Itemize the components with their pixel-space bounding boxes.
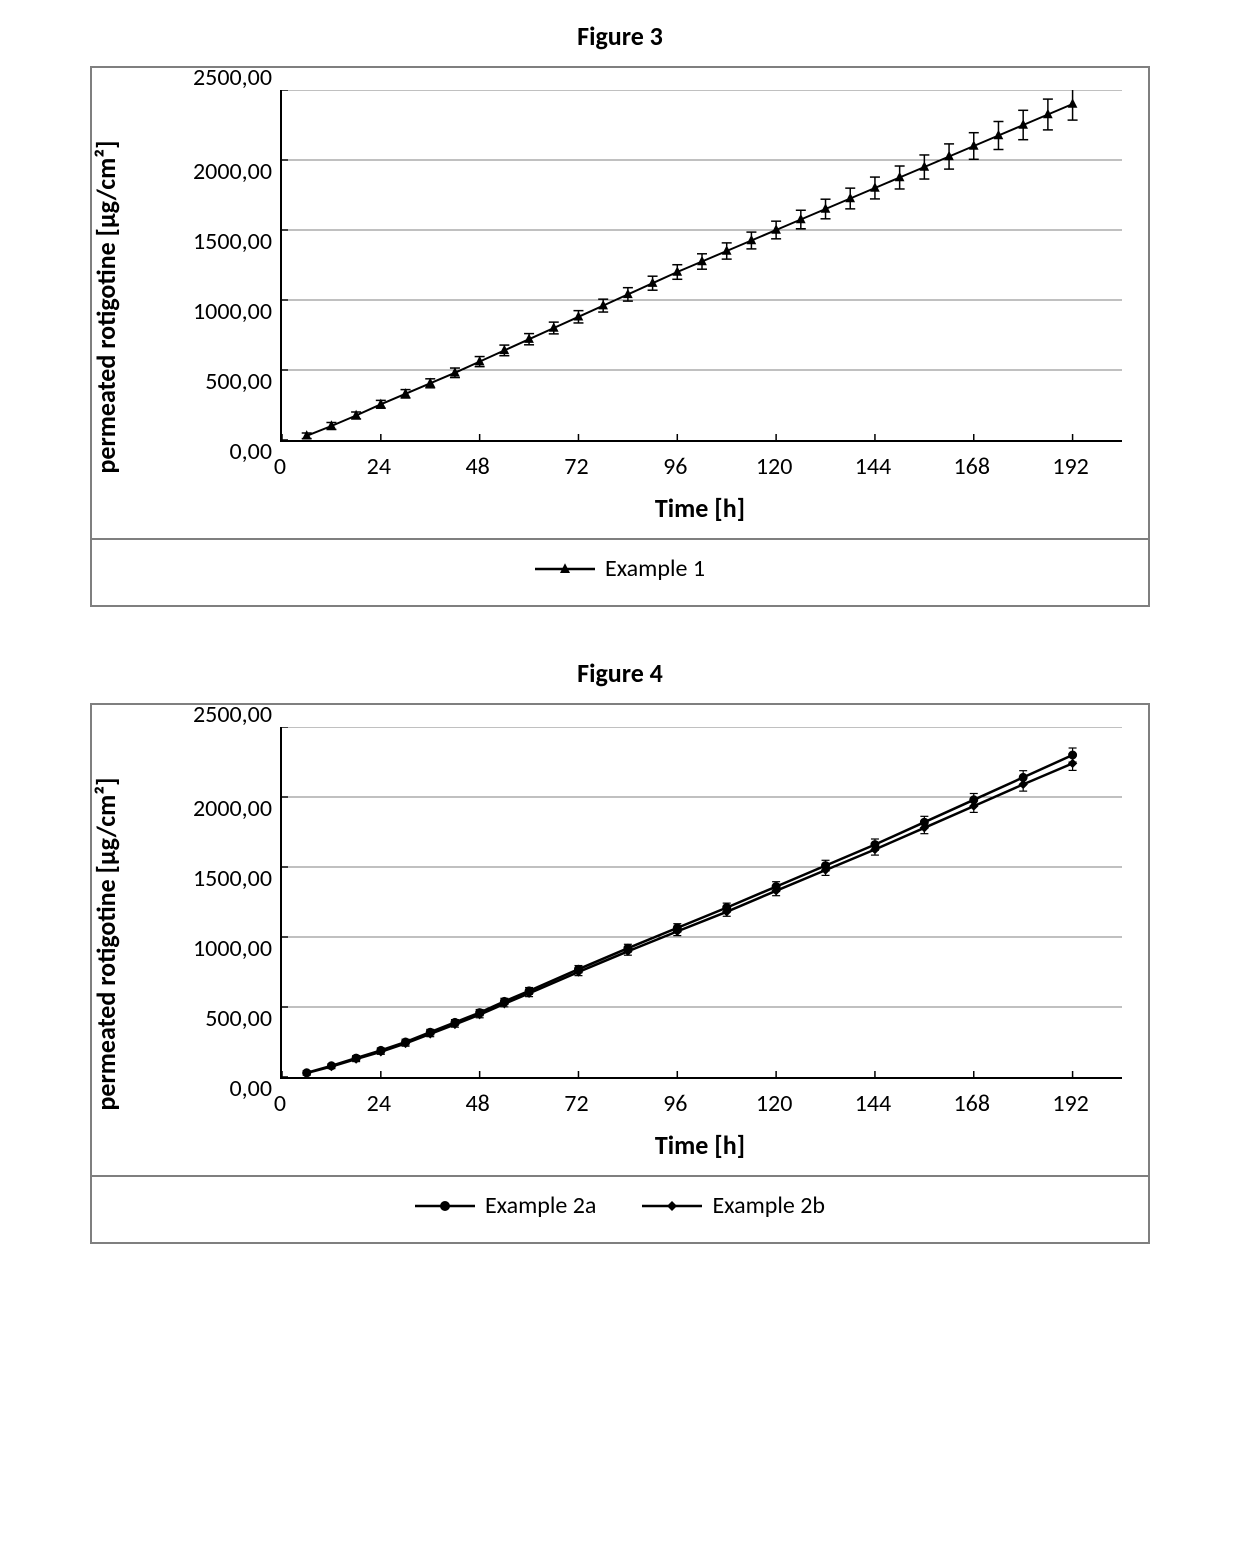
legend-separator xyxy=(92,1175,1148,1177)
legend-item: Example 2a xyxy=(415,1191,597,1220)
x-tick-label: 168 xyxy=(954,452,991,481)
y-tick-label: 500,00 xyxy=(205,1007,272,1031)
y-tick-label: 0,00 xyxy=(230,1077,272,1101)
chart-container: permeated rotigotine [µg/cm²] 2500,00 2000… xyxy=(90,703,1150,1244)
x-tick-label: 72 xyxy=(564,1089,588,1118)
y-tick-label: 1500,00 xyxy=(193,230,272,254)
y-tick-labels: 2500,002000,001500,001000,00500,000,00 xyxy=(170,90,280,440)
x-tick-labels: 024487296120144168192 xyxy=(280,452,1120,482)
legend-label: Example 2b xyxy=(712,1191,825,1220)
plot-svg xyxy=(282,727,1122,1077)
plot-svg xyxy=(282,90,1122,440)
legend-label: Example 2a xyxy=(485,1191,597,1220)
x-tick-label: 96 xyxy=(663,452,687,481)
chart-container: permeated rotigotine [µg/cm²] 2500,00 2000… xyxy=(90,66,1150,607)
legend: Example 2a Example 2b xyxy=(114,1187,1126,1230)
x-tick-label: 48 xyxy=(465,1089,489,1118)
plot-area xyxy=(280,727,1122,1079)
x-tick-label: 120 xyxy=(756,1089,793,1118)
y-tick-labels: 2500,002000,001500,001000,00500,000,00 xyxy=(170,727,280,1077)
y-tick-label: 1500,00 xyxy=(193,867,272,891)
x-tick-label: 48 xyxy=(465,452,489,481)
x-tick-label: 192 xyxy=(1052,452,1089,481)
x-axis-label: Time [h] xyxy=(280,492,1120,524)
legend-item: Example 2b xyxy=(642,1191,825,1220)
y-axis-label: permeated rotigotine [µg/cm²] xyxy=(90,777,122,1110)
figure-title: Figure 3 xyxy=(0,20,1240,52)
x-tick-label: 24 xyxy=(367,1089,391,1118)
x-tick-labels: 024487296120144168192 xyxy=(280,1089,1120,1119)
x-tick-label: 144 xyxy=(855,452,892,481)
x-tick-label: 24 xyxy=(367,452,391,481)
y-axis-label: permeated rotigotine [µg/cm²] xyxy=(90,140,122,473)
x-tick-label: 96 xyxy=(663,1089,687,1118)
figure-title: Figure 4 xyxy=(0,657,1240,689)
y-tick-label: 500,00 xyxy=(205,370,272,394)
x-tick-label: 192 xyxy=(1052,1089,1089,1118)
x-axis-label: Time [h] xyxy=(280,1129,1120,1161)
legend: Example 1 xyxy=(114,550,1126,593)
y-tick-label: 1000,00 xyxy=(193,300,272,324)
y-tick-label: 2000,00 xyxy=(193,160,272,184)
legend-separator xyxy=(92,538,1148,540)
y-tick-label: 0,00 xyxy=(230,440,272,464)
x-tick-label: 144 xyxy=(855,1089,892,1118)
legend-label: Example 1 xyxy=(605,554,705,583)
x-tick-label: 72 xyxy=(564,452,588,481)
y-tick-label: 2500,00 xyxy=(193,66,272,90)
legend-item: Example 1 xyxy=(535,554,705,583)
y-tick-label: 2000,00 xyxy=(193,797,272,821)
x-tick-label: 0 xyxy=(274,1089,286,1118)
plot-area xyxy=(280,90,1122,442)
y-tick-label: 1000,00 xyxy=(193,937,272,961)
x-tick-label: 0 xyxy=(274,452,286,481)
x-tick-label: 168 xyxy=(954,1089,991,1118)
x-tick-label: 120 xyxy=(756,452,793,481)
y-tick-label: 2500,00 xyxy=(193,703,272,727)
